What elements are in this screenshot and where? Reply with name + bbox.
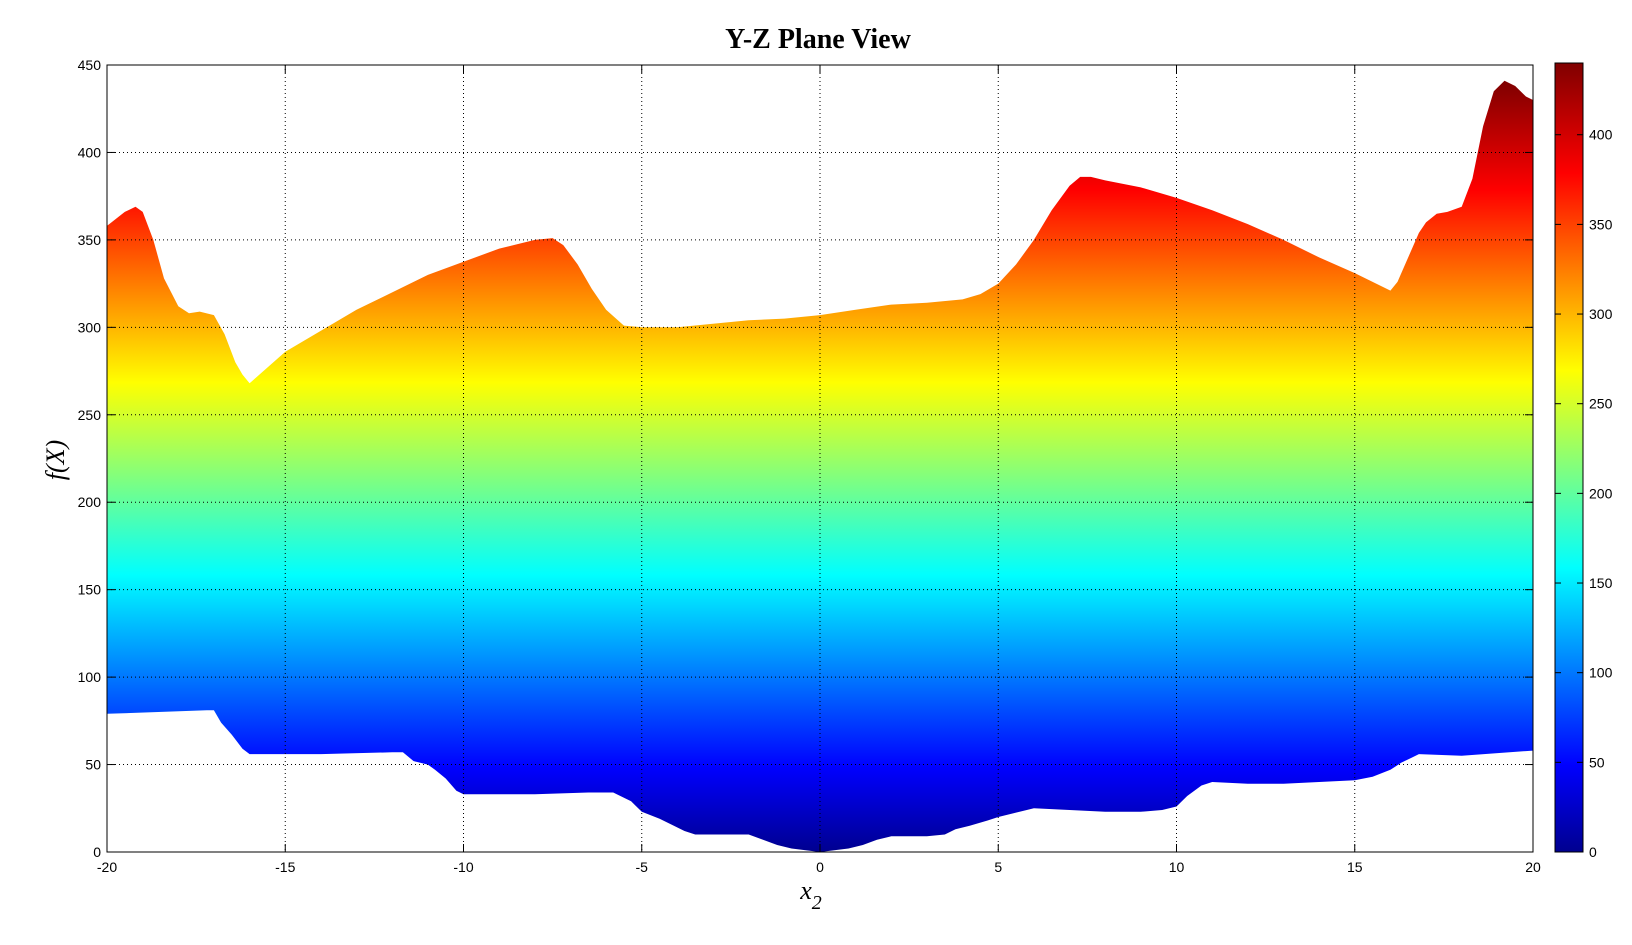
colorbar-tick-label: 150 bbox=[1589, 575, 1613, 591]
colorbar-tick-label: 100 bbox=[1589, 665, 1613, 681]
colorbar-tick-label: 350 bbox=[1589, 216, 1613, 232]
colorbar-tick-label: 250 bbox=[1589, 396, 1613, 412]
y-axis-ticks: 0 50 100 150 200 250 300 350 400 450 bbox=[78, 57, 1533, 860]
chart-title: Y-Z Plane View bbox=[725, 24, 911, 55]
colorbar-tick-label: 50 bbox=[1589, 754, 1605, 770]
x-tick-label: -20 bbox=[97, 859, 117, 875]
y-tick-label: 200 bbox=[78, 494, 102, 510]
y-tick-label: 100 bbox=[78, 669, 102, 685]
y-tick-label: 50 bbox=[85, 757, 101, 773]
surface-area bbox=[107, 80, 1533, 852]
grid-lines bbox=[107, 65, 1533, 852]
colorbar-tick-label: 400 bbox=[1589, 127, 1613, 143]
y-tick-label: 400 bbox=[78, 144, 102, 160]
x-tick-label: -15 bbox=[275, 859, 295, 875]
x-tick-label: 5 bbox=[994, 859, 1002, 875]
colorbar-tick-label: 0 bbox=[1589, 844, 1597, 860]
y-tick-label: 250 bbox=[78, 407, 102, 423]
colorbar-ticks: 0 50 100 150 200 250 300 350 400 bbox=[1555, 127, 1613, 860]
x-tick-label: 10 bbox=[1169, 859, 1185, 875]
x-tick-label: -5 bbox=[636, 859, 649, 875]
y-tick-label: 300 bbox=[78, 319, 102, 335]
colorbar-gradient bbox=[1554, 62, 1584, 853]
colorbar-tick-label: 200 bbox=[1589, 485, 1613, 501]
x-axis-label-subscript: 2 bbox=[812, 892, 822, 914]
x-axis-label: x2 bbox=[799, 876, 822, 914]
x-axis-ticks: -20 -15 -10 -5 0 5 10 15 20 bbox=[97, 65, 1541, 875]
y-tick-label: 150 bbox=[78, 582, 102, 598]
x-tick-label: 20 bbox=[1525, 859, 1541, 875]
plot-area: -20 -15 -10 -5 0 5 10 15 20 0 50 100 150 200 250 300 35… bbox=[78, 57, 1541, 875]
x-tick-label: -10 bbox=[453, 859, 473, 875]
x-tick-label: 15 bbox=[1347, 859, 1363, 875]
y-tick-label: 0 bbox=[93, 844, 101, 860]
y-tick-label: 450 bbox=[78, 57, 102, 73]
y-axis-label: f(X) bbox=[41, 440, 70, 480]
colorbar-tick-label: 300 bbox=[1589, 306, 1613, 322]
x-tick-label: 0 bbox=[816, 859, 824, 875]
y-tick-label: 350 bbox=[78, 232, 102, 248]
colorbar: 0 50 100 150 200 250 300 350 400 bbox=[1554, 62, 1613, 860]
